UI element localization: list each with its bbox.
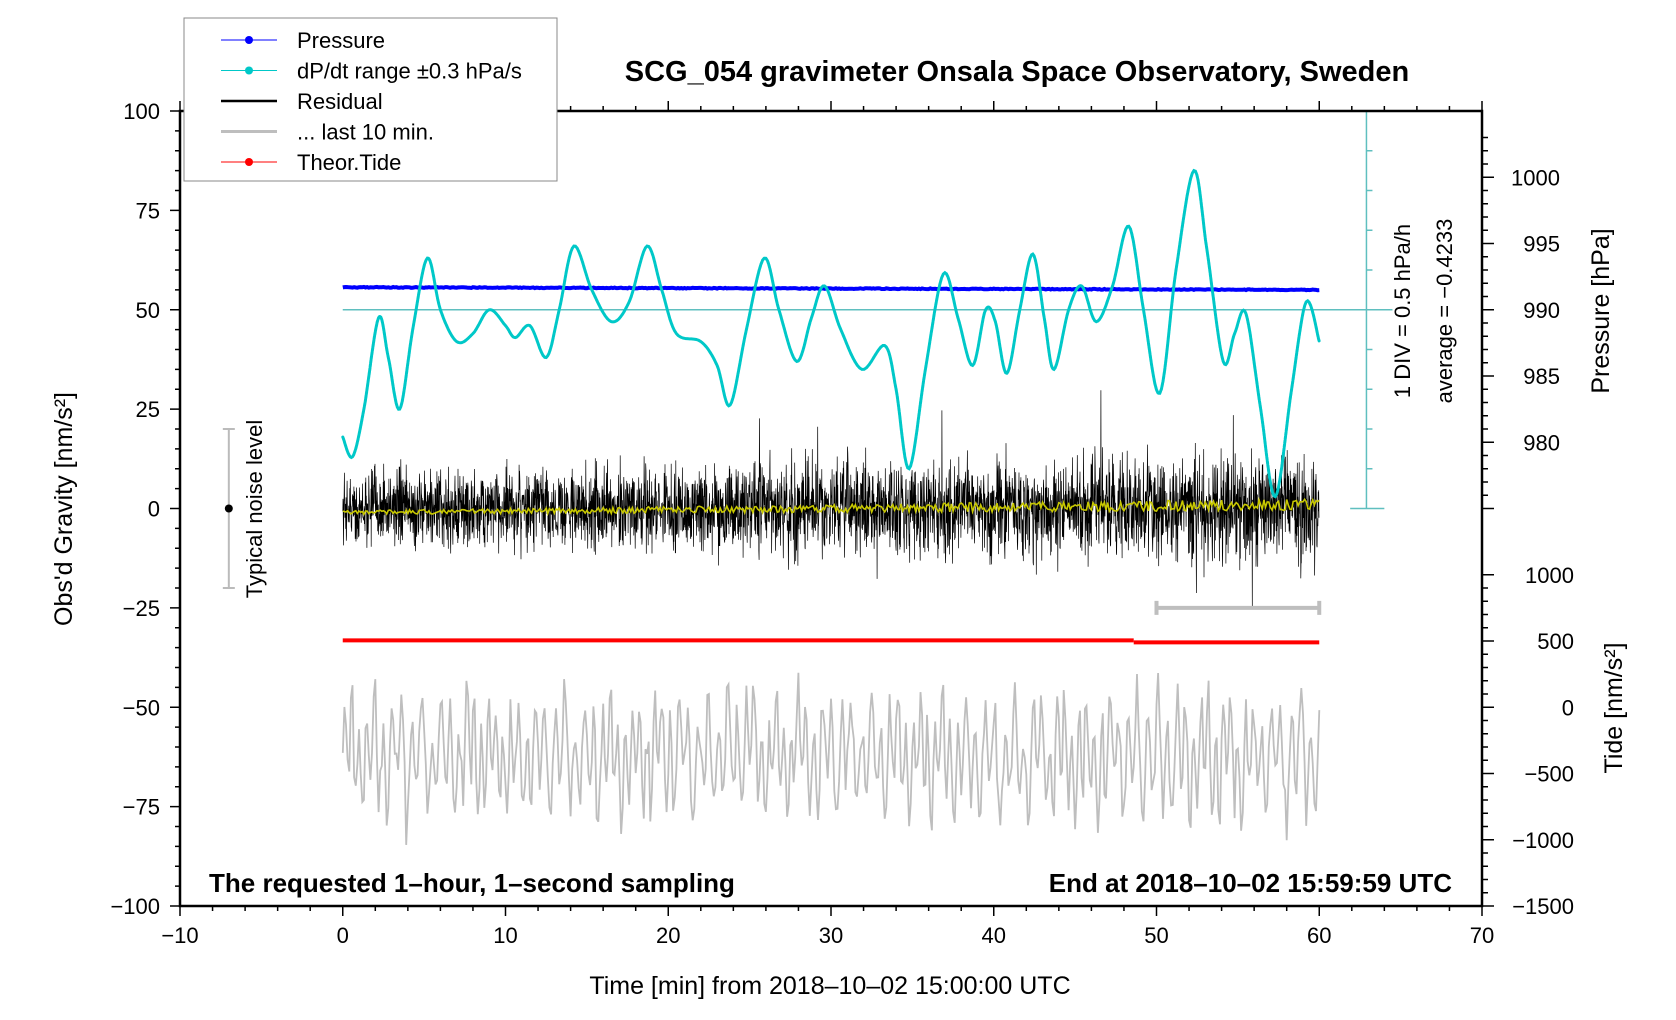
tide-tick-label: −500 [1524, 762, 1574, 787]
plot-marks [222, 111, 1393, 845]
x-tick-label: 10 [493, 923, 517, 948]
x-tick-label: 60 [1307, 923, 1331, 948]
pressure-tick-label: 995 [1523, 232, 1560, 257]
y-tick-label: 25 [136, 397, 160, 422]
noise-level-dot [224, 504, 233, 513]
y-tick-label: 75 [136, 198, 160, 223]
y-axis-label-left: Obs'd Gravity [nm/s²] [50, 392, 78, 626]
legend-box [183, 17, 558, 182]
y-axis-label-tide: Tide [nm/s²] [1600, 642, 1628, 773]
pressure-tick-label: 1000 [1511, 165, 1560, 190]
y-tick-label: −100 [110, 894, 160, 919]
legend-label: ... last 10 min. [297, 120, 434, 145]
y-tick-label: −75 [123, 795, 160, 820]
legend-swatch-dot [245, 66, 253, 75]
pressure-tick-label: 980 [1523, 430, 1560, 455]
dpdt-series-line [341, 168, 1321, 499]
tide-tick-label: −1000 [1512, 828, 1574, 853]
pressure-tick-label: 985 [1523, 364, 1560, 389]
residual-series-line [342, 390, 1320, 608]
legend-swatch-dot [245, 158, 253, 166]
pressure-series-line [342, 284, 1320, 293]
noise-level-label: Typical noise level [242, 420, 267, 599]
tide-tick-label: 1000 [1525, 563, 1574, 588]
y-tick-label: 100 [123, 99, 160, 124]
x-tick-label: 0 [337, 923, 349, 948]
average-label: average = −0.4233 [1432, 219, 1457, 404]
x-tick-label: 20 [656, 923, 680, 948]
legend-label: Theor.Tide [297, 150, 401, 175]
x-axis-label: Time [min] from 2018–10–02 15:00:00 UTC [589, 972, 1070, 1000]
sampling-annotation: The requested 1–hour, 1–second sampling [209, 868, 735, 898]
legend-swatch-dot [245, 36, 253, 44]
x-tick-label: 30 [819, 923, 843, 948]
tide-tick-label: −1500 [1512, 894, 1574, 919]
tide-tick-label: 0 [1562, 695, 1574, 720]
x-tick-label: 50 [1144, 923, 1168, 948]
y-tick-label: 0 [148, 497, 160, 522]
legend-label: Residual [297, 89, 383, 114]
x-tick-label: 70 [1470, 923, 1494, 948]
x-tick-label: −10 [161, 923, 198, 948]
div-label: 1 DIV = 0.5 hPa/h [1390, 224, 1415, 398]
last-10-min-series-line [341, 672, 1321, 845]
pressure-tick-label: 990 [1523, 298, 1560, 323]
end-time-annotation: End at 2018–10–02 15:59:59 UTC [1049, 868, 1452, 898]
legend-label: Pressure [297, 28, 385, 53]
y-axis-label-pressure: Pressure [hPa] [1587, 228, 1615, 393]
axes: −10 0 10 20 30 40 50 60 70−100−75−50−25025507510… [110, 99, 1574, 948]
x-tick-label: 40 [982, 923, 1006, 948]
tide-tick-label: 500 [1537, 629, 1574, 654]
chart-title: SCG_054 gravimeter Onsala Space Observat… [625, 56, 1409, 88]
legend: Pressure dP/dt range ±0.3 hPa/s Residual..… [183, 17, 558, 182]
y-tick-label: −50 [123, 695, 160, 720]
y-tick-label: −25 [123, 596, 160, 621]
y-tick-label: 50 [136, 298, 160, 323]
residual-smoothed-line [342, 496, 1320, 517]
legend-label: dP/dt range ±0.3 hPa/s [297, 59, 522, 84]
